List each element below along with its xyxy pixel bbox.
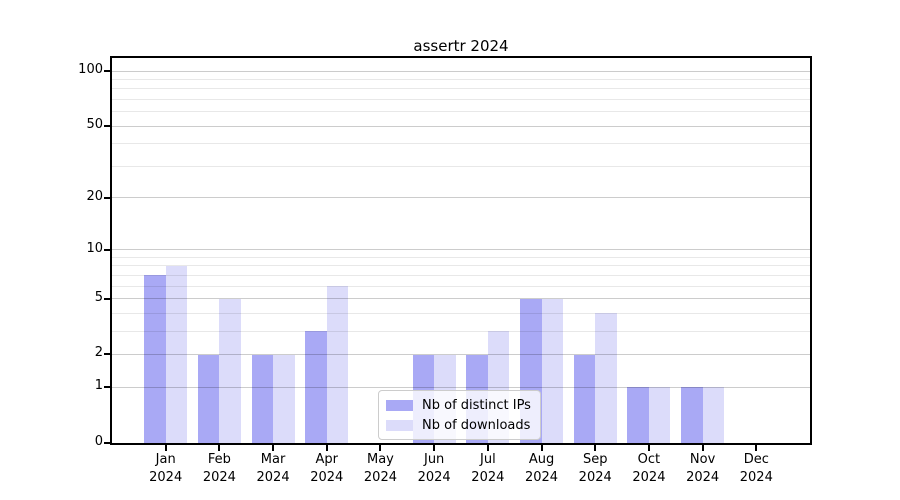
- y-gridline-5: [112, 298, 810, 300]
- y-tick-mark-0: [104, 442, 110, 444]
- y-tick-label-5: 5: [94, 289, 103, 305]
- chart-title: assertr 2024: [413, 37, 509, 55]
- x-tick-label-jul: Jul 2024: [471, 452, 505, 485]
- legend-label-distinct-ips: Nb of distinct IPs: [422, 397, 531, 413]
- bar-distinct-ips-oct: [627, 387, 649, 443]
- x-tick-mark-dec: [755, 445, 758, 451]
- y-gridline-minor-4: [112, 312, 810, 314]
- y-gridline-minor-7: [112, 274, 810, 276]
- y-tick-mark-1: [104, 386, 110, 389]
- x-tick-mark-feb: [218, 445, 221, 451]
- bar-downloads-aug: [541, 298, 564, 443]
- x-tick-label-may: May 2024: [363, 452, 397, 485]
- bar-downloads-sep: [595, 313, 617, 443]
- x-tick-label-apr: Apr 2024: [310, 452, 344, 485]
- x-tick-label-aug: Aug 2024: [524, 452, 559, 485]
- y-tick-label-50: 50: [86, 117, 103, 133]
- legend-item-distinct-ips: Nb of distinct IPs: [386, 397, 532, 413]
- plot-area: [110, 56, 812, 445]
- x-tick-label-nov: Nov 2024: [686, 452, 720, 485]
- y-gridline-minor-9: [112, 257, 810, 258]
- bar-downloads-jan: [165, 266, 188, 443]
- x-tick-label-jan: Jan 2024: [149, 452, 183, 485]
- y-tick-label-100: 100: [78, 62, 103, 78]
- bar-downloads-feb: [219, 298, 241, 443]
- bar-downloads-mar: [273, 354, 295, 443]
- y-tick-mark-100: [104, 70, 110, 73]
- x-tick-mark-jun: [433, 445, 436, 451]
- bar-distinct-ips-jan: [144, 275, 166, 443]
- y-gridline-50: [112, 125, 810, 127]
- x-tick-mark-nov: [701, 445, 704, 451]
- x-tick-label-dec: Dec 2024: [739, 452, 773, 485]
- y-gridline-minor-40: [112, 143, 810, 145]
- x-tick-label-oct: Oct 2024: [632, 452, 666, 485]
- y-gridline-10: [112, 249, 810, 251]
- bar-distinct-ips-sep: [573, 354, 596, 443]
- y-tick-mark-2: [104, 353, 110, 356]
- y-gridline-minor-8: [112, 265, 810, 267]
- x-tick-mark-oct: [647, 445, 650, 451]
- bar-downloads-nov: [702, 387, 725, 443]
- y-tick-mark-5: [104, 297, 110, 300]
- y-tick-label-2: 2: [94, 345, 103, 361]
- y-gridline-minor-80: [112, 88, 810, 90]
- bar-distinct-ips-apr: [305, 331, 327, 443]
- y-gridline-minor-30: [112, 165, 810, 167]
- bar-distinct-ips-feb: [197, 354, 220, 443]
- legend-swatch-distinct-ips: [386, 399, 413, 411]
- y-gridline-minor-90: [112, 79, 810, 81]
- y-tick-mark-10: [104, 248, 110, 251]
- y-gridline-100: [112, 70, 810, 72]
- x-tick-label-feb: Feb 2024: [202, 452, 236, 485]
- x-tick-mark-apr: [325, 445, 328, 451]
- legend-item-downloads: Nb of downloads: [386, 417, 532, 433]
- legend-label-downloads: Nb of downloads: [422, 417, 531, 433]
- x-tick-label-jun: Jun 2024: [417, 452, 451, 485]
- y-tick-mark-20: [104, 196, 110, 199]
- x-tick-mark-aug: [540, 445, 543, 451]
- y-gridline-minor-3: [112, 330, 810, 332]
- bar-downloads-oct: [648, 387, 671, 443]
- y-tick-label-0: 0: [94, 434, 103, 449]
- x-tick-mark-may: [379, 445, 382, 451]
- x-tick-mark-sep: [594, 445, 597, 451]
- x-tick-mark-jan: [164, 445, 167, 451]
- x-tick-label-mar: Mar 2024: [256, 452, 290, 485]
- y-gridline-20: [112, 197, 810, 199]
- y-tick-mark-50: [104, 125, 110, 128]
- bar-downloads-apr: [326, 286, 349, 443]
- bar-distinct-ips-nov: [681, 387, 703, 443]
- legend: Nb of distinct IPs Nb of downloads: [378, 390, 541, 440]
- y-gridline-minor-70: [112, 99, 810, 101]
- legend-swatch-downloads: [386, 419, 413, 431]
- x-tick-mark-jul: [486, 445, 489, 451]
- y-gridline-minor-6: [112, 285, 810, 287]
- y-tick-label-10: 10: [86, 240, 103, 256]
- y-tick-label-1: 1: [94, 378, 103, 394]
- y-tick-label-20: 20: [86, 188, 103, 204]
- x-tick-label-sep: Sep 2024: [578, 452, 612, 485]
- bar-distinct-ips-mar: [251, 354, 274, 443]
- x-tick-mark-mar: [272, 445, 275, 451]
- y-gridline-minor-60: [112, 111, 810, 113]
